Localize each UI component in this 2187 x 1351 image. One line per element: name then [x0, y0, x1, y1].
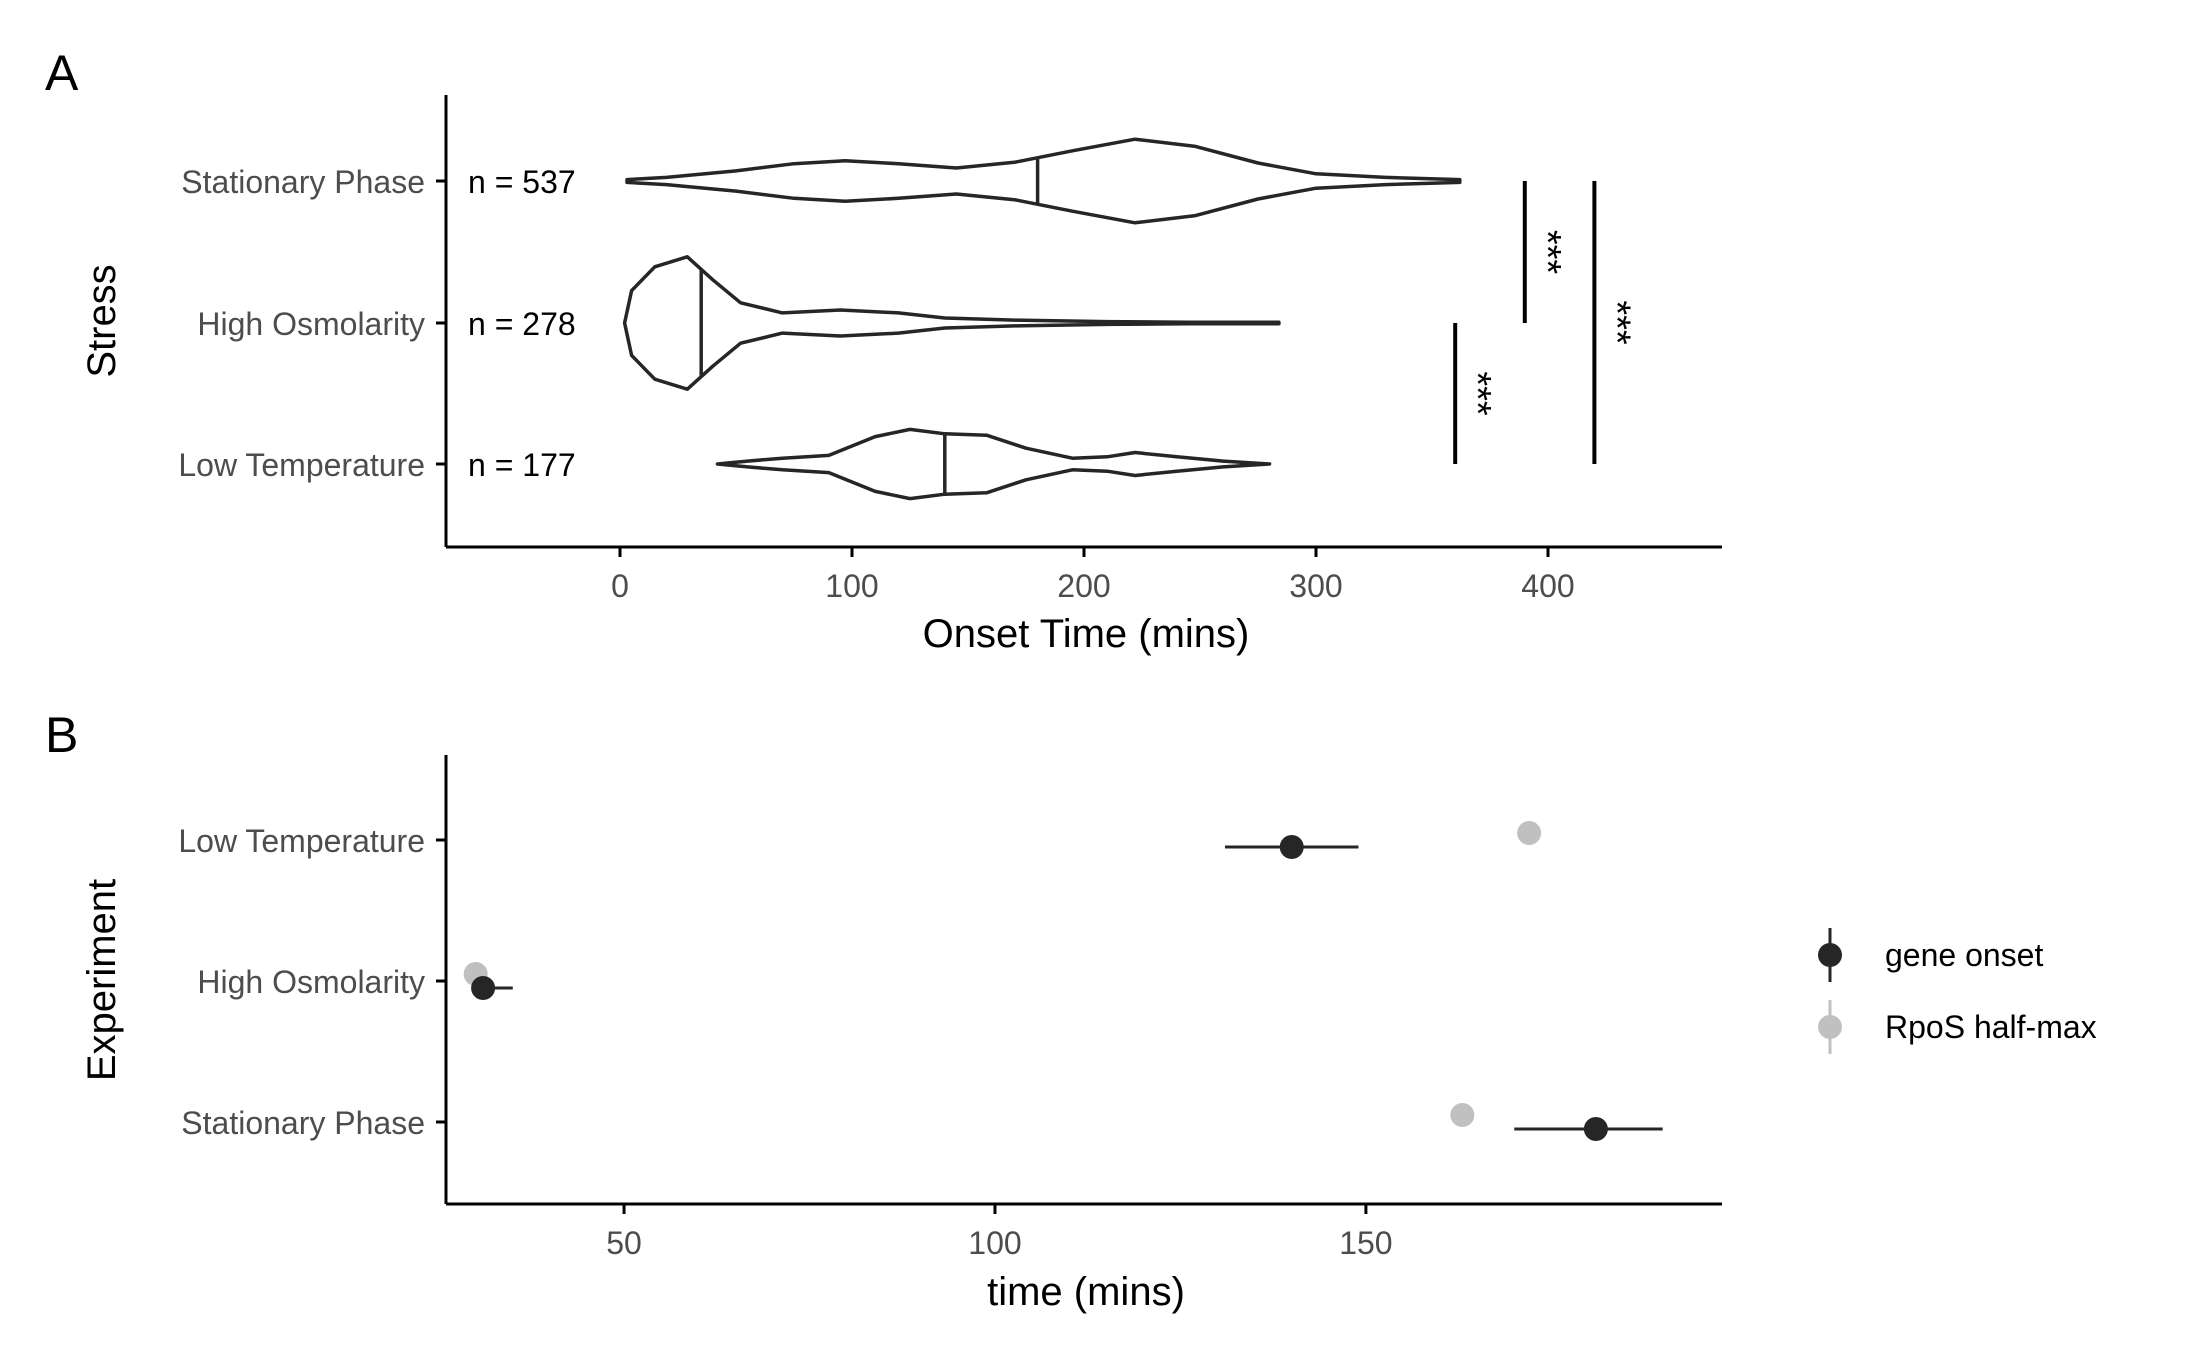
gene-onset-point — [1279, 835, 1304, 859]
n-label: n = 278 — [468, 306, 576, 342]
legend-label: gene onset — [1885, 937, 2043, 973]
panel-b-y-tick-label: Stationary Phase — [181, 1105, 425, 1141]
rpos-half-max-point — [1517, 821, 1542, 845]
panel-b-y-tick-label: High Osmolarity — [197, 964, 425, 1000]
panel-a-x-ticks: 0 100 200 300 400 — [611, 547, 1575, 604]
panel-a-y-tick-label: Stationary Phase — [181, 164, 425, 200]
panel-a-y-tick-label: High Osmolarity — [197, 306, 425, 342]
legend-key-point — [1818, 1015, 1842, 1039]
legend-label: RpoS half-max — [1885, 1009, 2097, 1045]
panel-a-violins — [622, 137, 1462, 501]
panel-b-x-tick-label: 100 — [968, 1225, 1021, 1261]
panel-label-a: A — [45, 45, 79, 101]
panel-label-b: B — [45, 707, 78, 763]
panel-a-x-tick-label: 200 — [1057, 568, 1110, 604]
panel-b-x-tick-label: 150 — [1339, 1225, 1392, 1261]
panel-a-x-tick-label: 300 — [1289, 568, 1342, 604]
panel-b-y-tick-label: Low Temperature — [178, 823, 425, 859]
violin-shape — [622, 255, 1281, 391]
panel-a-x-tick-label: 100 — [825, 568, 878, 604]
panel-a-y-ticks: Stationary Phase High Osmolarity Low Tem… — [178, 164, 446, 483]
significance-label: *** — [1456, 371, 1498, 416]
significance-label: *** — [1595, 300, 1637, 345]
panel-a-violin-chart: Stationary Phase High Osmolarity Low Tem… — [80, 95, 1722, 656]
gene-onset-point — [471, 976, 496, 1000]
panel-b-x-axis-title: time (mins) — [987, 1270, 1185, 1314]
legend-key-point — [1818, 943, 1842, 967]
panel-b-points — [463, 821, 1663, 1141]
legend-item-gene-onset: gene onset — [1818, 928, 2043, 982]
panel-b-y-ticks: Low Temperature High Osmolarity Stationa… — [178, 823, 446, 1141]
panel-a-x-axis-title: Onset Time (mins) — [923, 612, 1250, 656]
violin-shape — [625, 137, 1462, 225]
panel-b-y-axis-title: Experiment — [80, 879, 124, 1081]
n-label: n = 177 — [468, 447, 576, 483]
violin-shape — [715, 427, 1272, 501]
panel-a-x-tick-label: 0 — [611, 568, 629, 604]
legend: gene onset RpoS half-max — [1818, 928, 2097, 1054]
panel-b-x-ticks: 50 100 150 — [606, 1204, 1393, 1261]
panel-a-sample-size-labels: n = 537 n = 278 n = 177 — [468, 164, 576, 483]
panel-a-y-tick-label: Low Temperature — [178, 447, 425, 483]
rpos-half-max-point — [1450, 1103, 1475, 1127]
panel-b-dot-chart: Low Temperature High Osmolarity Stationa… — [80, 755, 2097, 1314]
panel-a-y-axis-title: Stress — [80, 264, 124, 377]
significance-label: *** — [1526, 230, 1568, 275]
panel-b-x-tick-label: 50 — [606, 1225, 642, 1261]
gene-onset-point — [1583, 1117, 1608, 1141]
panel-a-significance-bars: *** *** *** — [1453, 181, 1637, 464]
panel-a-x-tick-label: 400 — [1521, 568, 1574, 604]
n-label: n = 537 — [468, 164, 576, 200]
legend-item-rpos-half-max: RpoS half-max — [1818, 1000, 2097, 1054]
